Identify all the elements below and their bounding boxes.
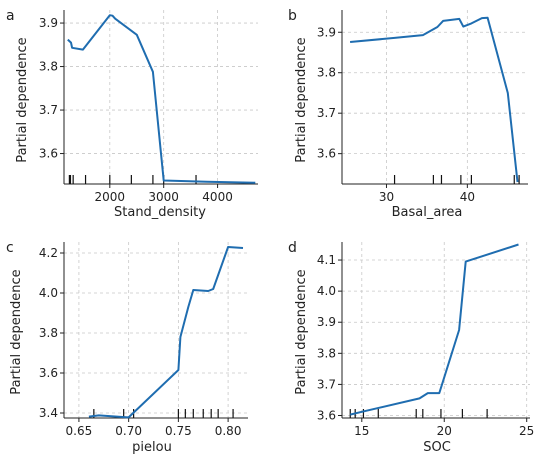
y-axis-label-b: Partial dependence	[294, 37, 309, 162]
x-tick-label: 40	[460, 190, 475, 204]
x-tick-label: 4000	[202, 190, 233, 204]
y-tick-label: 4.1	[317, 253, 336, 267]
panel-letter-b: b	[288, 8, 297, 24]
x-axis-label-a: Stand_density	[114, 205, 206, 220]
panel-b: b 30 40 3.6 3.7 3.8 3.9 Basal_area Partial de…	[288, 8, 528, 220]
y-tick-label: 3.8	[317, 346, 336, 360]
x-tick-label: 30	[379, 190, 394, 204]
series-line	[349, 243, 519, 416]
x-tick-label: 0.75	[165, 424, 192, 438]
y-tick-label: 3.6	[39, 147, 58, 161]
plot-area-c: 0.65 0.70 0.75 0.80 3.4 3.6 3.8 4.0 4.2	[39, 242, 248, 438]
plot-area-b: 30 40 3.6 3.7 3.8 3.9	[317, 10, 528, 204]
x-tick-label: 0.70	[115, 424, 142, 438]
x-axis-label-b: Basal_area	[392, 205, 463, 220]
y-tick-label: 4.0	[317, 284, 336, 298]
y-tick-label: 3.4	[39, 406, 58, 420]
y-tick-label: 3.6	[317, 409, 336, 423]
x-tick-label: 3000	[148, 190, 179, 204]
plot-area-a: 2000 3000 4000 3.6 3.7 3.8 3.9	[39, 10, 258, 204]
series-line	[67, 14, 256, 184]
y-tick-label: 3.7	[317, 106, 336, 120]
y-tick-label: 4.0	[39, 286, 58, 300]
plot-area-d: 15 20 25 3.6 3.7 3.8 3.9 4.0 4.1	[317, 242, 534, 438]
y-tick-label: 3.6	[317, 147, 336, 161]
x-tick-label: 0.65	[66, 424, 93, 438]
x-tick-label: 2000	[95, 190, 126, 204]
panel-d: d 15 20 25 3.6 3.7 3.8 3.9 4.0 4.1 SOC Partial d…	[288, 240, 534, 455]
x-tick-label: 15	[354, 424, 369, 438]
panel-c: c 0.65 0.70 0.75 0.80 3.4 3.6 3.8 4.0 4.2 pielou…	[6, 240, 248, 455]
y-tick-label: 3.9	[317, 25, 336, 39]
y-axis-label-c: Partial dependence	[9, 269, 24, 394]
y-tick-label: 3.7	[39, 103, 58, 117]
panel-a: a 2000 3000 4000 3.6 3.7 3.8 3.9 Stand_density…	[6, 8, 258, 220]
y-tick-label: 3.8	[317, 66, 336, 80]
y-tick-label: 3.6	[39, 366, 58, 380]
y-tick-label: 3.9	[39, 16, 58, 30]
panel-letter-a: a	[6, 8, 15, 24]
x-tick-label: 0.80	[215, 424, 242, 438]
y-tick-label: 3.9	[317, 315, 336, 329]
panel-letter-d: d	[288, 240, 297, 256]
y-tick-label: 3.8	[39, 326, 58, 340]
x-axis-label-c: pielou	[132, 440, 172, 455]
y-tick-label: 3.7	[317, 377, 336, 391]
x-tick-label: 25	[519, 424, 534, 438]
x-axis-label-d: SOC	[423, 440, 451, 455]
y-axis-label-a: Partial dependence	[15, 37, 30, 162]
y-tick-label: 4.2	[39, 246, 58, 260]
y-tick-label: 3.8	[39, 60, 58, 74]
x-tick-label: 20	[437, 424, 452, 438]
series-line	[88, 246, 244, 419]
panel-letter-c: c	[6, 240, 14, 256]
series-line	[350, 16, 519, 183]
y-axis-label-d: Partial dependence	[294, 269, 309, 394]
